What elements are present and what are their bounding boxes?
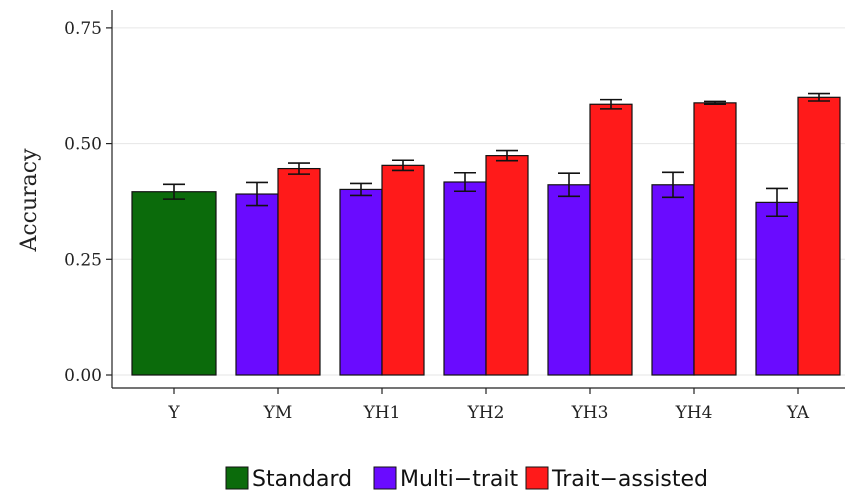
x-tick-label: Y (167, 403, 180, 423)
bar-trait-assisted-ym (277, 167, 321, 376)
legend: Standard Multi−trait Trait−assisted (225, 466, 708, 492)
plot-area (111, 10, 845, 389)
legend-swatch-multi-trait (373, 466, 397, 490)
bar-trait-assisted-yh4 (693, 102, 737, 376)
bar-multi-trait-yh1 (339, 188, 383, 376)
bar-multi-trait-yh4 (651, 184, 695, 376)
bar-standard-y (131, 191, 217, 376)
legend-label: Multi−trait (400, 467, 518, 492)
bar-multi-trait-yh3 (547, 184, 591, 376)
y-axis-ticks: 0.00 0.25 0.50 0.75 (64, 19, 112, 386)
legend-swatch-trait-assisted (525, 466, 549, 490)
bar-trait-assisted-yh3 (589, 103, 633, 376)
x-axis-ticks: Y YM YH1 YH2 YH3 YH4 YA (167, 388, 810, 423)
bars (131, 96, 841, 376)
legend-label: Trait−assisted (551, 467, 708, 492)
bar-multi-trait-ym (235, 193, 279, 376)
error-bars (163, 92, 830, 218)
y-tick-label: 0.00 (64, 366, 102, 386)
bar-multi-trait-ya (755, 201, 799, 376)
x-tick-label: YH1 (363, 403, 401, 423)
x-tick-label: YM (263, 403, 293, 423)
y-tick-label: 0.50 (64, 135, 102, 155)
x-tick-label: YH3 (571, 403, 609, 423)
bar-trait-assisted-ya (797, 96, 841, 376)
x-tick-label: YH2 (467, 403, 505, 423)
x-tick-label: YH4 (675, 403, 713, 423)
y-tick-label: 0.25 (64, 250, 102, 270)
bar-trait-assisted-yh1 (381, 164, 425, 376)
bar-multi-trait-yh2 (443, 181, 487, 376)
y-tick-label: 0.75 (64, 19, 102, 39)
x-tick-label: YA (786, 403, 810, 423)
legend-swatch-standard (225, 466, 249, 490)
legend-label: Standard (252, 467, 352, 492)
y-axis-title: Accuracy (17, 148, 42, 253)
bar-trait-assisted-yh2 (485, 155, 529, 376)
